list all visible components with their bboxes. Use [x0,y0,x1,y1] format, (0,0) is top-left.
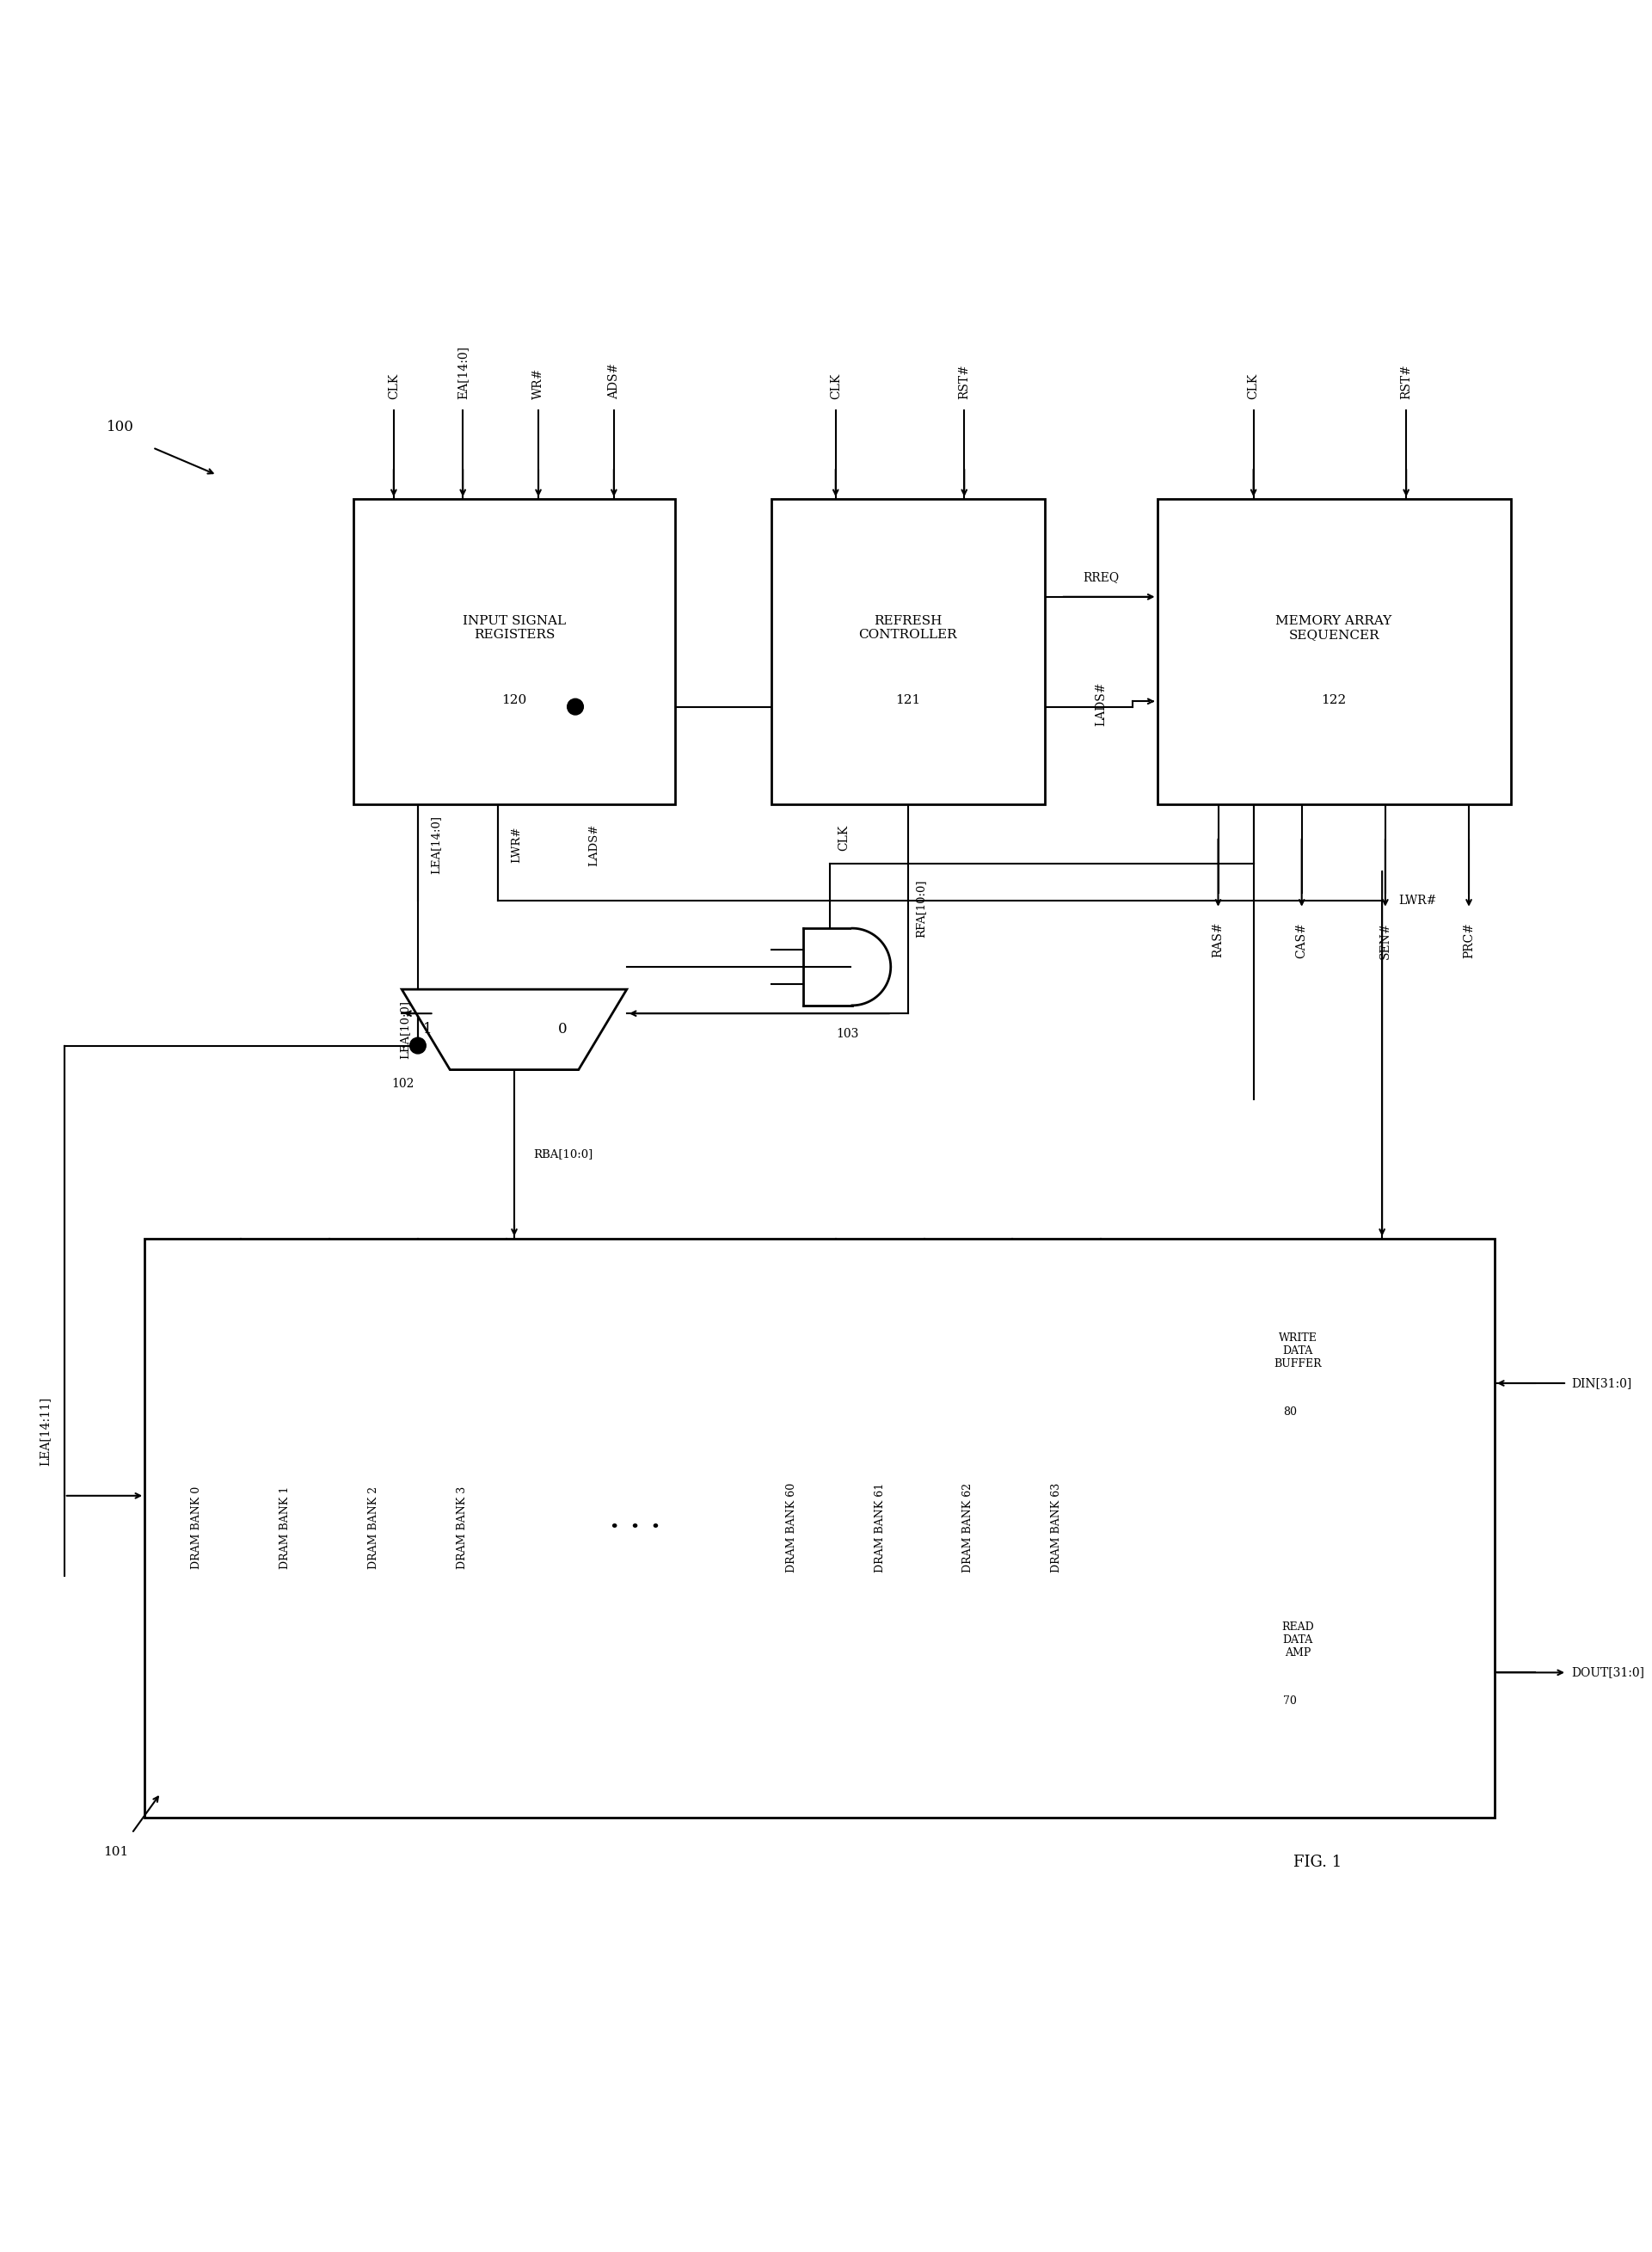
Text: WR#: WR# [532,367,545,399]
Bar [771,500,1044,804]
Text: 120: 120 [502,694,527,707]
Text: RST#: RST# [958,365,970,399]
Text: LWR#: LWR# [510,826,522,863]
Text: FIG. 1: FIG. 1 [1294,1853,1341,1869]
Bar [145,1239,1495,1817]
Polygon shape [401,989,626,1070]
Text: RAS#: RAS# [1213,921,1224,957]
Text: •  •  •: • • • [610,1520,661,1536]
Text: ADS#: ADS# [608,363,620,399]
Text: MEMORY ARRAY
SEQUENCER: MEMORY ARRAY SEQUENCER [1275,615,1393,640]
Text: RBA[10:0]: RBA[10:0] [534,1149,593,1160]
Text: CLK: CLK [838,824,851,851]
Text: CLK: CLK [829,374,843,399]
Text: RREQ: RREQ [1082,572,1118,583]
Polygon shape [852,928,890,1004]
Text: LEA[14:0]: LEA[14:0] [431,815,441,874]
Text: CLK: CLK [1247,374,1259,399]
Text: DRAM BANK 61: DRAM BANK 61 [874,1484,885,1572]
Text: DRAM BANK 2: DRAM BANK 2 [368,1486,380,1570]
Text: LADS#: LADS# [1095,682,1107,725]
Text: DRAM BANK 3: DRAM BANK 3 [456,1486,468,1570]
Text: DRAM BANK 60: DRAM BANK 60 [786,1484,796,1572]
Text: REFRESH
CONTROLLER: REFRESH CONTROLLER [859,615,957,640]
Text: WRITE
DATA
BUFFER: WRITE DATA BUFFER [1274,1333,1322,1369]
Text: DRAM BANK 62: DRAM BANK 62 [963,1484,973,1572]
Text: DIN[31:0]: DIN[31:0] [1571,1378,1632,1389]
Text: 70: 70 [1284,1696,1297,1707]
Bar [354,500,676,804]
Text: DOUT[31:0]: DOUT[31:0] [1571,1666,1645,1678]
Text: 80: 80 [1284,1405,1297,1417]
Text: LEA[10:0]: LEA[10:0] [400,1000,411,1058]
Text: SEN#: SEN# [1379,921,1391,959]
Text: LEA[14:11]: LEA[14:11] [40,1396,51,1466]
Bar [1156,500,1510,804]
Text: 122: 122 [1322,694,1346,707]
Text: LADS#: LADS# [588,824,600,867]
Text: DRAM BANK 1: DRAM BANK 1 [279,1486,291,1570]
Text: PRC#: PRC# [1462,921,1475,957]
Text: RST#: RST# [1401,365,1412,399]
Text: 0: 0 [558,1022,567,1036]
Text: DRAM BANK 0: DRAM BANK 0 [192,1486,203,1570]
Text: 100: 100 [107,419,134,435]
Text: DRAM BANK 63: DRAM BANK 63 [1051,1484,1062,1572]
Text: 102: 102 [392,1079,415,1090]
Text: 1: 1 [423,1022,433,1036]
Text: CAS#: CAS# [1295,921,1308,957]
Text: INPUT SIGNAL
REGISTERS: INPUT SIGNAL REGISTERS [463,615,567,640]
Text: LWR#: LWR# [1398,894,1436,908]
Text: 121: 121 [895,694,920,707]
Circle shape [410,1038,426,1054]
Circle shape [567,698,583,714]
Text: EA[14:0]: EA[14:0] [458,347,469,399]
Text: RFA[10:0]: RFA[10:0] [915,881,927,939]
Text: READ
DATA
AMP: READ DATA AMP [1282,1621,1313,1657]
Text: 101: 101 [102,1847,129,1858]
Text: 103: 103 [836,1029,859,1040]
Text: CLK: CLK [388,374,400,399]
